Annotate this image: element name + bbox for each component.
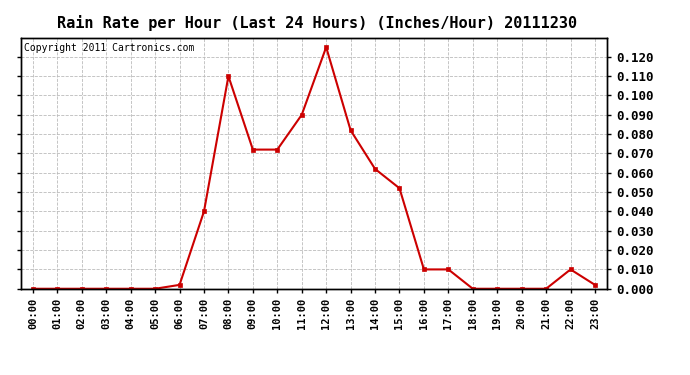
Text: Copyright 2011 Cartronics.com: Copyright 2011 Cartronics.com [23,42,194,52]
Text: Rain Rate per Hour (Last 24 Hours) (Inches/Hour) 20111230: Rain Rate per Hour (Last 24 Hours) (Inch… [57,15,578,31]
